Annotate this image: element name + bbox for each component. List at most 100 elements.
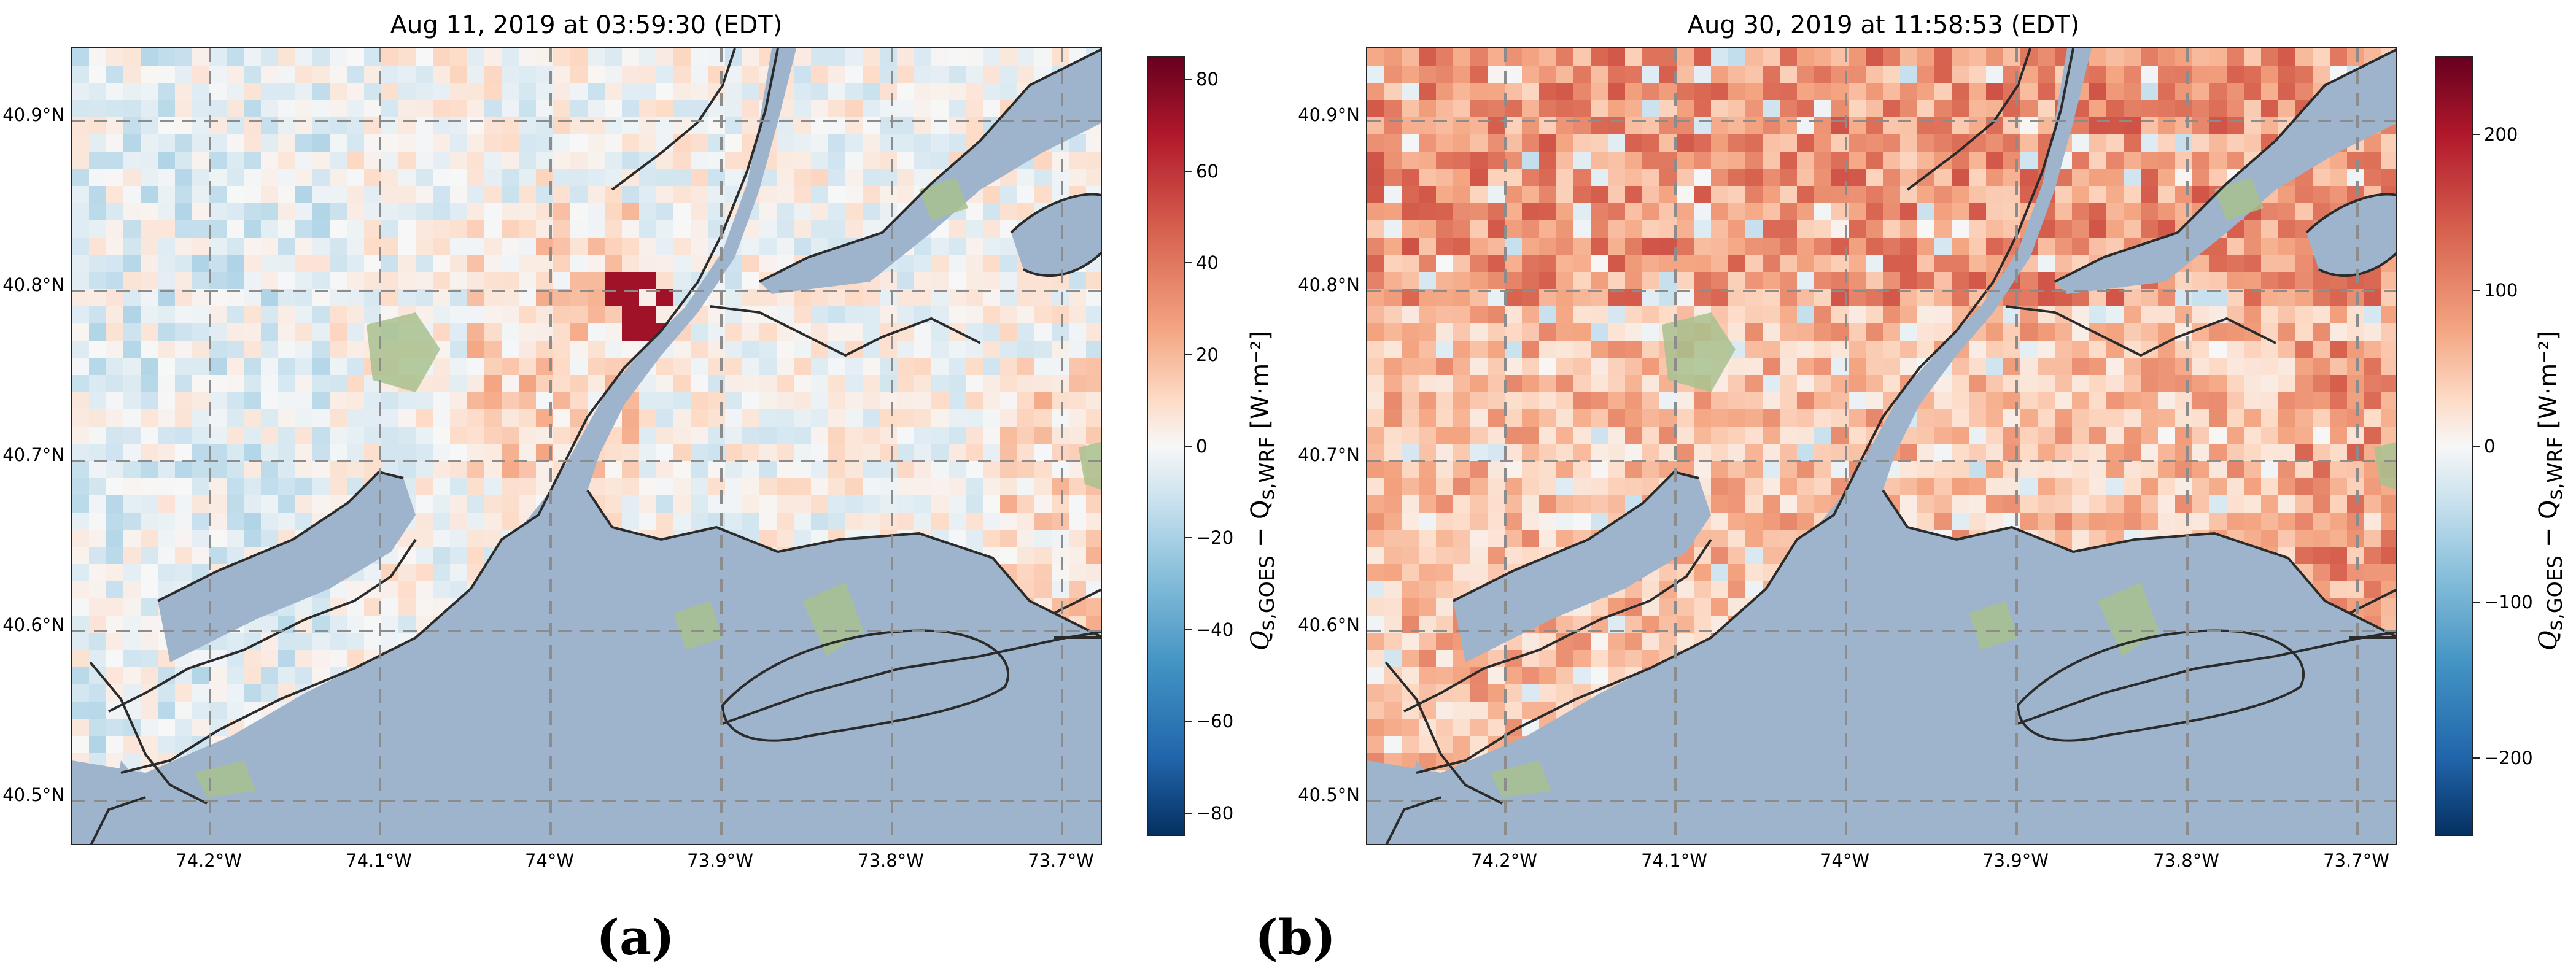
heatmap-cell — [1522, 409, 1539, 427]
heatmap-cell — [123, 306, 141, 323]
heatmap-cell — [811, 461, 828, 478]
heatmap-cell — [484, 134, 502, 152]
heatmap-cell — [175, 719, 192, 736]
heatmap-cell — [2330, 341, 2347, 358]
heatmap-cell — [570, 341, 588, 358]
heatmap-cell — [622, 255, 639, 272]
heatmap-cell — [673, 100, 691, 117]
heatmap-cell — [1866, 255, 1883, 272]
heatmap-cell — [1900, 203, 1917, 220]
heatmap-cell — [2175, 134, 2192, 152]
heatmap-cell — [1694, 169, 1711, 186]
heatmap-cell — [1419, 444, 1436, 461]
heatmap-cell — [656, 495, 673, 513]
heatmap-cell — [2347, 547, 2364, 564]
heatmap-cell — [1763, 427, 1780, 444]
heatmap-cell — [175, 186, 192, 203]
heatmap-cell — [261, 513, 278, 530]
coastline — [721, 629, 1009, 742]
heatmap-cell — [2124, 392, 2141, 409]
heatmap-cell — [2141, 461, 2158, 478]
heatmap-cell — [330, 409, 347, 427]
heatmap-cell — [2278, 495, 2295, 513]
heatmap-cell — [2244, 444, 2261, 461]
heatmap-cell — [2330, 478, 2347, 495]
heatmap-cell — [1728, 495, 1745, 513]
heatmap-cell — [931, 238, 949, 255]
heatmap-cell — [2227, 444, 2244, 461]
heatmap-cell — [1608, 238, 1625, 255]
heatmap-cell — [2055, 238, 2072, 255]
heatmap-cell — [1384, 598, 1402, 616]
heatmap-cell — [1728, 513, 1745, 530]
heatmap-cell — [1488, 203, 1505, 220]
heatmap-cell — [106, 66, 123, 83]
heatmap-cell — [656, 238, 673, 255]
heatmap-cell — [2038, 272, 2055, 289]
heatmap-cell — [1625, 48, 1642, 66]
heatmap-cell — [261, 255, 278, 272]
heatmap-cell — [2261, 375, 2278, 392]
water-body — [158, 472, 416, 662]
heatmap-cell — [192, 323, 209, 341]
heatmap-cell — [2381, 427, 2396, 444]
heatmap-cell — [1453, 341, 1470, 358]
heatmap-cell — [588, 134, 605, 152]
heatmap-cell — [123, 152, 141, 169]
heatmap-cell — [1556, 530, 1573, 547]
park-area — [919, 177, 968, 220]
heatmap-cell — [1000, 306, 1017, 323]
lat-label: 40.6°N — [1298, 614, 1360, 635]
heatmap-cell — [2364, 495, 2381, 513]
heatmap-cell — [2295, 513, 2313, 530]
heatmap-cell — [1034, 392, 1052, 409]
coastline — [157, 470, 404, 602]
heatmap-cell — [725, 513, 742, 530]
heatmap-cell — [1780, 461, 1797, 478]
heatmap-cell — [570, 392, 588, 409]
heatmap-cell — [966, 495, 983, 513]
heatmap-cell — [605, 134, 622, 152]
heatmap-cell — [845, 134, 863, 152]
heatmap-cell — [209, 220, 227, 238]
heatmap-cell — [1866, 341, 1883, 358]
heatmap-cell — [1745, 220, 1763, 238]
heatmap-cell — [1952, 83, 1969, 100]
heatmap-cell — [639, 100, 656, 117]
heatmap-cell — [450, 255, 467, 272]
heatmap-cell — [1763, 495, 1780, 513]
heatmap-cell — [416, 461, 433, 478]
heatmap-cell — [123, 427, 141, 444]
heatmap-cell — [1591, 48, 1608, 66]
heatmap-cell — [347, 306, 364, 323]
heatmap-cell — [330, 220, 347, 238]
heatmap-cell — [1086, 152, 1101, 169]
heatmap-cell — [244, 66, 261, 83]
heatmap-cell — [622, 272, 639, 289]
heatmap-cell — [1436, 581, 1453, 598]
heatmap-cell — [931, 495, 949, 513]
heatmap-cell — [1034, 427, 1052, 444]
heatmap-cell — [673, 478, 691, 495]
heatmap-cell — [1917, 238, 1934, 255]
heatmap-cell — [1642, 272, 1659, 289]
heatmap-cell — [1505, 186, 1522, 203]
heatmap-cell — [312, 203, 330, 220]
heatmap-cell — [914, 323, 931, 341]
heatmap-cell — [1797, 358, 1814, 375]
heatmap-cell — [897, 513, 914, 530]
heatmap-cell — [2347, 564, 2364, 581]
heatmap-cell — [1952, 444, 1969, 461]
heatmap-cell — [2141, 392, 2158, 409]
heatmap-cell — [2055, 461, 2072, 478]
heatmap-cell — [1573, 100, 1591, 117]
heatmap-cell — [1470, 203, 1488, 220]
heatmap-cell — [553, 392, 570, 409]
heatmap-cell — [1952, 203, 1969, 220]
colorbar-tick-mark — [1185, 354, 1192, 355]
heatmap-cell — [1780, 66, 1797, 83]
heatmap-cell — [673, 134, 691, 152]
heatmap-cell — [880, 341, 897, 358]
heatmap-cell — [2261, 66, 2278, 83]
heatmap-cell — [863, 203, 880, 220]
